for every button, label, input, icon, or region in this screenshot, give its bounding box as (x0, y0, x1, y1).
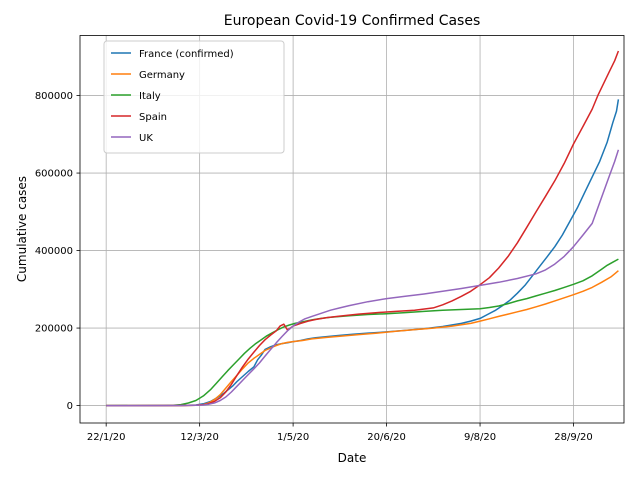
x-tick-label: 1/5/20 (277, 432, 309, 443)
legend-entry-label: Spain (139, 112, 167, 123)
axis-ticks: 22/1/20 12/3/20 1/5/20 20/6/20 9/8/20 28/9/20… (35, 91, 593, 443)
legend: France (confirmed) Germany Italy Spain UK (103, 40, 285, 154)
x-tick-label: 22/1/20 (87, 432, 126, 443)
y-tick-label: 400000 (35, 246, 73, 257)
legend-entry-label: Italy (139, 91, 161, 102)
y-tick-label: 0 (67, 401, 73, 412)
y-axis-label: Cumulative cases (15, 176, 29, 282)
legend-entry-label: Germany (139, 70, 185, 81)
series-line (106, 149, 620, 407)
chart-title: European Covid-19 Confirmed Cases (224, 13, 481, 29)
x-axis-label: Date (338, 451, 367, 465)
series-lines (106, 50, 620, 407)
legend-entry-label: France (confirmed) (139, 49, 234, 60)
y-tick-label: 600000 (35, 169, 73, 180)
y-tick-label: 800000 (35, 91, 73, 102)
x-tick-label: 12/3/20 (180, 432, 219, 443)
x-tick-label: 20/6/20 (367, 432, 406, 443)
x-tick-label: 28/9/20 (554, 432, 593, 443)
legend-entry-label: UK (139, 133, 153, 144)
legend-box (103, 40, 285, 154)
series-line (106, 50, 620, 407)
x-tick-label: 9/8/20 (464, 432, 496, 443)
series-line (106, 270, 619, 407)
y-tick-label: 200000 (35, 324, 73, 335)
plot-frame (79, 35, 625, 424)
